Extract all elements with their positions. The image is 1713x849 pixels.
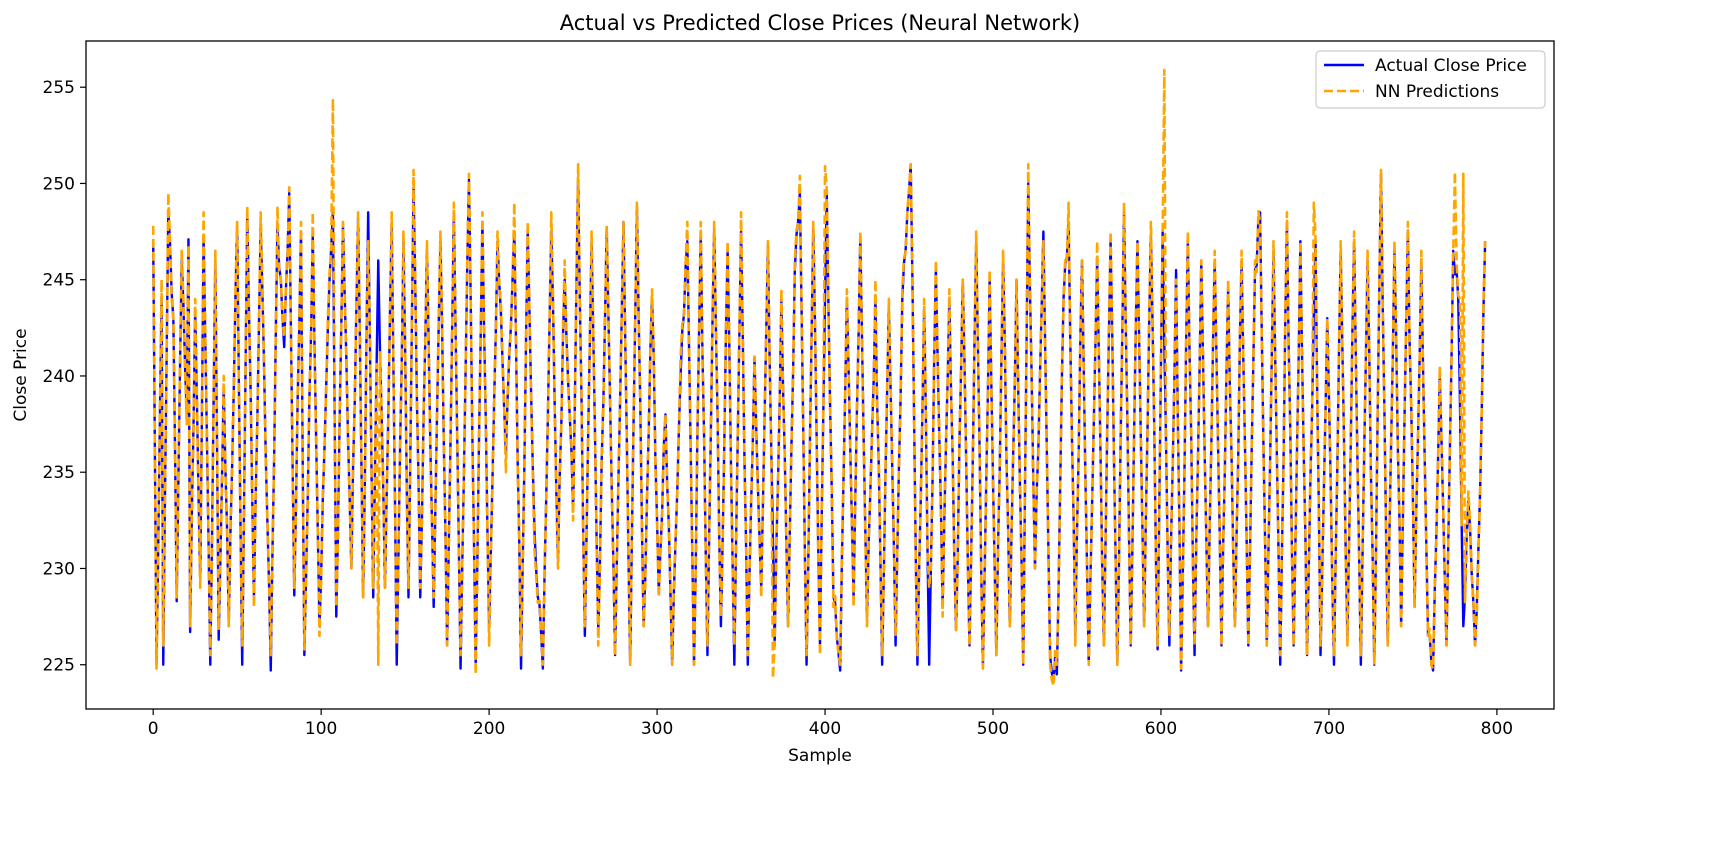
x-tick-label: 700 [1313,719,1345,739]
legend-box [1315,50,1546,109]
x-tick-label: 100 [305,719,337,739]
y-tick-label: 255 [43,78,75,98]
series-line-predictions [151,68,1487,688]
x-tick-label: 200 [473,719,505,739]
x-tick-label: 300 [641,719,673,739]
y-tick-label: 245 [43,271,75,291]
x-tick-label: 400 [809,719,841,739]
x-tick-label: 500 [977,719,1009,739]
legend: Actual Close Price NN Predictions [1315,50,1546,109]
y-tick-label: 250 [43,174,75,194]
legend-label-predictions: NN Predictions [1375,82,1499,102]
legend-label-actual: Actual Close Price [1375,56,1527,76]
y-tick-label: 225 [43,656,75,676]
plot-area [85,40,1555,710]
y-axis: 225 230 235 240 245 250 255 [43,78,86,676]
x-tick-label: 600 [1145,719,1177,739]
y-tick-label: 235 [43,463,75,483]
plot-frame [85,40,1555,710]
x-axis: 0 100 200 300 400 500 600 700 800 [148,709,1513,739]
series-layer [151,68,1487,688]
y-axis-label: Close Price [11,328,31,421]
y-tick-label: 230 [43,559,75,579]
y-tick-label: 240 [43,367,75,387]
x-tick-label: 800 [1481,719,1513,739]
x-tick-label: 0 [148,719,159,739]
x-axis-label: Sample [788,746,852,766]
chart-title: Actual vs Predicted Close Prices (Neural… [560,11,1081,35]
